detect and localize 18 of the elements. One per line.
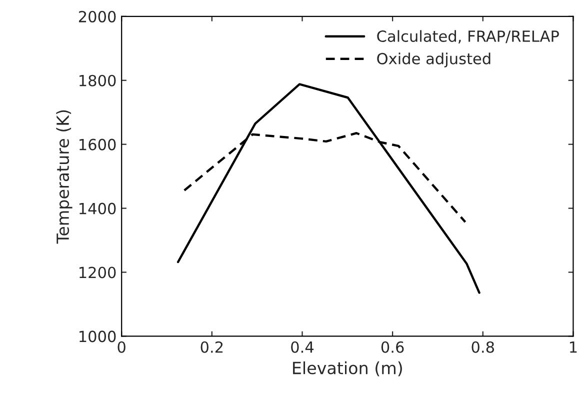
line-series xyxy=(176,83,480,294)
x-tick-label: 0.8 xyxy=(472,341,494,353)
x-tick-label: 0.4 xyxy=(291,341,314,353)
legend-label: Oxide adjusted xyxy=(377,52,490,68)
y-tick-label: 1800 xyxy=(80,74,116,86)
x-tick-label: 1 xyxy=(570,342,577,353)
x-axis-title: Elevation (m) xyxy=(293,361,402,376)
x-tick-label: 0.6 xyxy=(381,341,404,353)
y-tick-label: 1400 xyxy=(80,202,116,214)
y-axis-title: Temperature (K) xyxy=(56,110,72,244)
y-tick-label: 1000 xyxy=(80,330,116,342)
y-tick-label: 1200 xyxy=(80,266,116,278)
x-tick-label: 0.2 xyxy=(200,341,223,353)
line-series xyxy=(183,132,466,224)
legend-label: Calculated, FRAP/RELAP xyxy=(377,30,559,44)
y-tick-label: 2000 xyxy=(78,10,116,22)
y-tick-label: 1600 xyxy=(80,138,116,150)
x-tick-label: 0 xyxy=(118,341,126,353)
